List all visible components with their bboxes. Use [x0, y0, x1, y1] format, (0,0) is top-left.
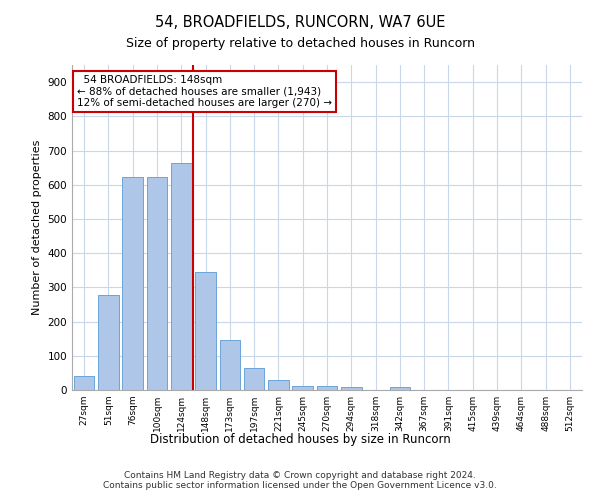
Bar	[268, 380, 289, 390]
Bar	[98, 295, 119, 390]
Bar	[244, 368, 265, 390]
Bar	[146, 177, 167, 390]
Bar	[74, 376, 94, 390]
Bar	[122, 177, 143, 390]
Text: 54 BROADFIELDS: 148sqm
← 88% of detached houses are smaller (1,943)
12% of semi-: 54 BROADFIELDS: 148sqm ← 88% of detached…	[77, 74, 332, 108]
Text: Size of property relative to detached houses in Runcorn: Size of property relative to detached ho…	[125, 38, 475, 51]
Bar	[341, 386, 362, 390]
Text: 54, BROADFIELDS, RUNCORN, WA7 6UE: 54, BROADFIELDS, RUNCORN, WA7 6UE	[155, 15, 445, 30]
Bar	[220, 340, 240, 390]
Text: Distribution of detached houses by size in Runcorn: Distribution of detached houses by size …	[149, 432, 451, 446]
Bar	[195, 272, 216, 390]
Bar	[292, 386, 313, 390]
Text: Contains HM Land Registry data © Crown copyright and database right 2024.
Contai: Contains HM Land Registry data © Crown c…	[103, 470, 497, 490]
Bar	[171, 162, 191, 390]
Bar	[389, 388, 410, 390]
Y-axis label: Number of detached properties: Number of detached properties	[32, 140, 42, 315]
Bar	[317, 386, 337, 390]
